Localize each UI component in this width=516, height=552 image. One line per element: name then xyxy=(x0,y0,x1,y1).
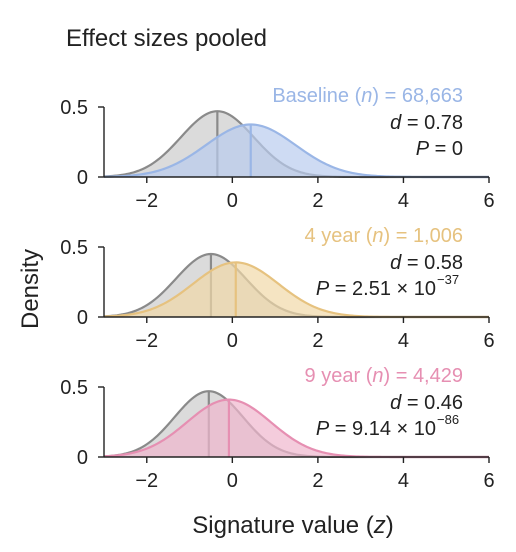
effect-size-label: d = 0.58 xyxy=(390,252,463,274)
panel-3: −2 0 2 4 6 0 0.5 9 year (n) = 4,429 d = 0.46 P = … xyxy=(60,365,494,492)
figure-title: Effect sizes pooled xyxy=(66,25,267,52)
x-axis-label-text: Signature value ( xyxy=(192,512,373,539)
x-tick-label: 6 xyxy=(483,330,494,352)
y-tick-label: 0 xyxy=(77,167,88,189)
p-value-label: P = 9.14 × 10 xyxy=(316,418,436,440)
x-axis-label-var: z xyxy=(373,512,386,539)
legend-label: 9 year (n) = 4,429 xyxy=(305,365,463,387)
legend-label: Baseline (n) = 68,663 xyxy=(272,85,463,107)
y-axis-label: Density xyxy=(17,249,44,329)
series-area-2 xyxy=(104,262,489,317)
panels: −2 0 2 4 6 0 0.5 Baseline (n) = 68,663 d = 0.78 P… xyxy=(60,85,494,492)
legend-label: 4 year (n) = 1,006 xyxy=(305,225,463,247)
x-tick-label: −2 xyxy=(135,470,158,492)
x-axis-label-close: ) xyxy=(386,512,394,539)
x-tick-label: 2 xyxy=(312,190,323,212)
y-tick-label: 0 xyxy=(77,447,88,469)
y-tick-label: 0.5 xyxy=(60,97,88,119)
x-tick-label: 0 xyxy=(227,330,238,352)
panel-1: −2 0 2 4 6 0 0.5 Baseline (n) = 68,663 d = 0.78 P… xyxy=(60,85,494,212)
x-tick-label: 6 xyxy=(483,190,494,212)
series-area-1 xyxy=(104,124,489,177)
y-tick-label: 0 xyxy=(77,307,88,329)
p-value-label: P = 2.51 × 10 xyxy=(316,278,436,300)
p-value-label: P = 0 xyxy=(416,138,463,160)
x-tick-label: 4 xyxy=(398,330,409,352)
series-area-3 xyxy=(104,399,489,457)
effect-size-label: d = 0.46 xyxy=(390,392,463,414)
x-tick-label: 2 xyxy=(312,330,323,352)
x-tick-label: 0 xyxy=(227,470,238,492)
y-tick-label: 0.5 xyxy=(60,377,88,399)
y-tick-label: 0.5 xyxy=(60,237,88,259)
panel-2: −2 0 2 4 6 0 0.5 4 year (n) = 1,006 d = 0.58 P = … xyxy=(60,225,494,352)
x-tick-label: −2 xyxy=(135,190,158,212)
x-tick-label: 4 xyxy=(398,470,409,492)
x-axis-label: Signature value (z) xyxy=(192,512,393,539)
x-tick-label: 4 xyxy=(398,190,409,212)
x-tick-label: 2 xyxy=(312,470,323,492)
x-tick-label: −2 xyxy=(135,330,158,352)
x-tick-label: 0 xyxy=(227,190,238,212)
x-tick-label: 6 xyxy=(483,470,494,492)
effect-size-label: d = 0.78 xyxy=(390,112,463,134)
p-value-exponent: −86 xyxy=(437,412,459,427)
p-value-exponent: −37 xyxy=(437,272,459,287)
